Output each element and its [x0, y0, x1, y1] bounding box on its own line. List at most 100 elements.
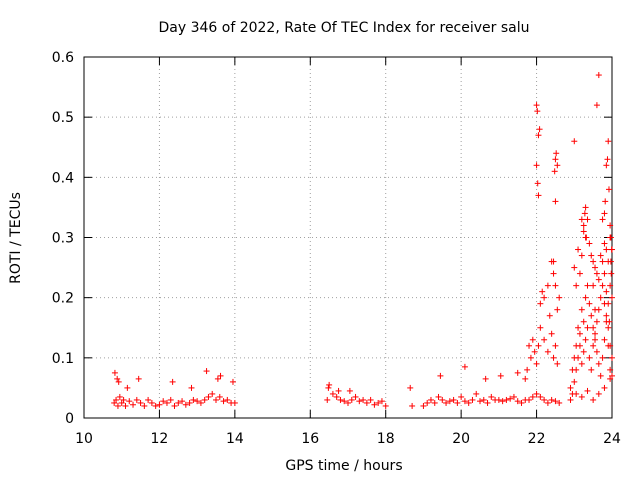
data-point [160, 398, 167, 405]
data-point [593, 270, 600, 277]
data-point [580, 348, 587, 355]
x-tick-label: 24 [603, 431, 621, 447]
data-point [601, 270, 608, 277]
data-point [588, 252, 595, 259]
data-point [514, 398, 521, 405]
data-point [352, 393, 359, 400]
data-point [582, 204, 589, 211]
data-point [329, 390, 336, 397]
data-point [601, 240, 608, 247]
data-point [595, 276, 602, 283]
data-point [597, 372, 604, 379]
data-point [175, 399, 182, 406]
data-point [137, 399, 144, 406]
data-point [588, 312, 595, 319]
data-point [375, 399, 382, 406]
data-point [345, 399, 351, 406]
data-point [544, 348, 551, 355]
data-point [539, 288, 546, 295]
data-point [599, 258, 606, 265]
data-point [156, 401, 163, 408]
data-point [333, 393, 340, 400]
data-point [217, 372, 224, 379]
data-point [341, 398, 348, 405]
data-point [537, 393, 544, 400]
data-point [535, 132, 542, 139]
data-point [179, 398, 186, 405]
data-point [420, 402, 427, 409]
x-tick-label: 18 [377, 431, 395, 447]
y-tick-label: 0.4 [52, 170, 74, 186]
data-point [580, 318, 587, 325]
data-point [605, 138, 612, 145]
data-point [609, 354, 615, 361]
data-point [214, 375, 221, 382]
y-tick-label: 0.6 [52, 50, 74, 66]
data-point [216, 393, 223, 400]
data-point [573, 366, 580, 373]
data-point [609, 294, 615, 301]
data-point [197, 399, 204, 406]
data-point [461, 398, 468, 405]
data-point [606, 318, 613, 325]
data-point [122, 402, 129, 409]
data-point [437, 372, 444, 379]
data-point [548, 330, 555, 337]
data-point [554, 162, 561, 169]
data-point [537, 324, 544, 331]
y-axis-title: ROTI / TECUs [8, 192, 24, 284]
data-point [497, 372, 504, 379]
data-point [586, 300, 593, 307]
data-point [135, 375, 142, 382]
data-point [484, 399, 491, 406]
data-point [552, 398, 559, 405]
data-point [573, 390, 580, 397]
data-point [553, 150, 560, 157]
data-point [431, 399, 438, 406]
data-point [188, 384, 195, 391]
data-point [535, 192, 542, 199]
data-point [602, 198, 609, 205]
data-points [111, 72, 615, 409]
chart-title: Day 346 of 2022, Rate Of TEC Index for r… [158, 20, 529, 36]
data-point [531, 348, 538, 355]
data-point [552, 198, 559, 205]
data-point [605, 342, 612, 349]
data-point [382, 402, 389, 409]
data-point [584, 216, 591, 223]
y-tick-label: 0.5 [52, 110, 74, 126]
data-point [514, 369, 521, 376]
data-point [461, 363, 468, 370]
data-point [126, 398, 133, 405]
data-point [167, 396, 174, 403]
x-tick-label: 22 [528, 431, 546, 447]
data-point [537, 300, 544, 307]
data-point [578, 216, 585, 223]
data-point [607, 258, 614, 265]
data-point [473, 390, 480, 397]
data-point [518, 399, 525, 406]
data-point [533, 162, 540, 169]
data-point [526, 396, 533, 403]
data-point [524, 366, 531, 373]
data-point [552, 156, 559, 163]
data-point [546, 312, 553, 319]
data-point [597, 294, 604, 301]
data-point [548, 258, 555, 265]
data-point [435, 393, 442, 400]
data-point [534, 108, 541, 115]
data-point [533, 360, 540, 367]
data-point [595, 360, 602, 367]
data-point [194, 398, 201, 405]
data-point [507, 395, 514, 402]
data-point [608, 270, 615, 277]
data-point [458, 393, 465, 400]
data-point [552, 282, 559, 289]
data-point [586, 354, 593, 361]
data-point [595, 72, 602, 79]
data-point [229, 378, 236, 385]
data-point [443, 399, 450, 406]
x-tick-label: 12 [151, 431, 169, 447]
data-point [576, 270, 583, 277]
data-point [571, 138, 578, 145]
